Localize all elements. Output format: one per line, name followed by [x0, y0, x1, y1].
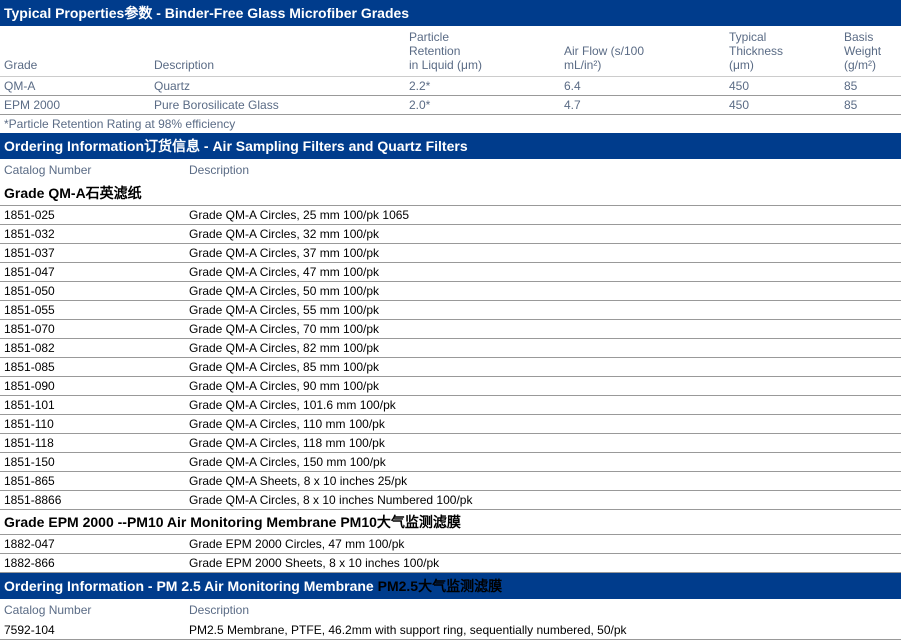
- col-odescription: Description: [185, 161, 901, 179]
- col-basis: Basis Weight (g/m²): [840, 28, 900, 74]
- order-row: 1851-090Grade QM-A Circles, 90 mm 100/pk: [0, 377, 901, 396]
- col-catalog2: Catalog Number: [0, 601, 185, 619]
- cell-catalog: 1851-070: [0, 320, 185, 338]
- order-row: 1851-150Grade QM-A Circles, 150 mm 100/p…: [0, 453, 901, 472]
- cell-catalog: 1851-118: [0, 434, 185, 452]
- cell-catalog: 1851-047: [0, 263, 185, 281]
- order-row: 1882-047Grade EPM 2000 Circles, 47 mm 10…: [0, 535, 901, 554]
- ordering2-column-headers: Catalog Number Description: [0, 599, 901, 621]
- cell-catalog: 1851-025: [0, 206, 185, 224]
- cell-basis: 85: [840, 77, 900, 95]
- order-row: 1851-082Grade QM-A Circles, 82 mm 100/pk: [0, 339, 901, 358]
- cell-catalog: 1882-047: [0, 535, 185, 553]
- order-row: 1851-047Grade QM-A Circles, 47 mm 100/pk: [0, 263, 901, 282]
- cell-catalog: 1851-085: [0, 358, 185, 376]
- ordering2-section-header: Ordering Information - PM 2.5 Air Monito…: [0, 573, 901, 599]
- group-header: Grade QM-A石英滤纸: [0, 181, 901, 206]
- order-row: 7592-104PM2.5 Membrane, PTFE, 46.2mm wit…: [0, 621, 901, 640]
- cell-description: Grade EPM 2000 Sheets, 8 x 10 inches 100…: [185, 554, 901, 572]
- order-row: 1851-025Grade QM-A Circles, 25 mm 100/pk…: [0, 206, 901, 225]
- cell-description: Grade QM-A Circles, 47 mm 100/pk: [185, 263, 901, 281]
- ordering1-title: Ordering Information订货信息 - Air Sampling …: [4, 138, 468, 154]
- properties-section-header: Typical Properties参数 - Binder-Free Glass…: [0, 0, 901, 26]
- col-airflow: Air Flow (s/100 mL/in²): [560, 42, 725, 74]
- col-description: Description: [150, 56, 405, 74]
- col-particle: Particle Retention in Liquid (μm): [405, 28, 560, 74]
- order-row: 1851-085Grade QM-A Circles, 85 mm 100/pk: [0, 358, 901, 377]
- cell-catalog: 1851-8866: [0, 491, 185, 509]
- cell-description: PM2.5 Membrane, PTFE, 46.2mm with suppor…: [185, 621, 901, 639]
- cell-catalog: 7592-104: [0, 621, 185, 639]
- cell-catalog: 1851-037: [0, 244, 185, 262]
- cell-description: Grade QM-A Circles, 37 mm 100/pk: [185, 244, 901, 262]
- cell-description: Grade QM-A Circles, 25 mm 100/pk 1065: [185, 206, 901, 224]
- cell-description: Grade QM-A Circles, 32 mm 100/pk: [185, 225, 901, 243]
- cell-particle: 2.0*: [405, 96, 560, 114]
- ordering2-title-white: Ordering Information - PM 2.5 Air Monito…: [4, 578, 378, 594]
- cell-catalog: 1851-032: [0, 225, 185, 243]
- cell-description: Quartz: [150, 77, 405, 95]
- cell-particle: 2.2*: [405, 77, 560, 95]
- group-header: Grade EPM 2000 --PM10 Air Monitoring Mem…: [0, 510, 901, 535]
- cell-description: Grade QM-A Circles, 150 mm 100/pk: [185, 453, 901, 471]
- cell-description: Grade EPM 2000 Circles, 47 mm 100/pk: [185, 535, 901, 553]
- cell-catalog: 1851-110: [0, 415, 185, 433]
- properties-footnote: *Particle Retention Rating at 98% effici…: [0, 115, 901, 133]
- order-row: 1851-032Grade QM-A Circles, 32 mm 100/pk: [0, 225, 901, 244]
- cell-grade: QM-A: [0, 77, 150, 95]
- order-row: 1851-110Grade QM-A Circles, 110 mm 100/p…: [0, 415, 901, 434]
- order-row: 1882-866Grade EPM 2000 Sheets, 8 x 10 in…: [0, 554, 901, 573]
- order-row: 1851-118Grade QM-A Circles, 118 mm 100/p…: [0, 434, 901, 453]
- col-grade: Grade: [0, 56, 150, 74]
- cell-catalog: 1851-865: [0, 472, 185, 490]
- col-catalog: Catalog Number: [0, 161, 185, 179]
- order-row: 1851-865Grade QM-A Sheets, 8 x 10 inches…: [0, 472, 901, 491]
- cell-thickness: 450: [725, 77, 840, 95]
- properties-row: EPM 2000Pure Borosilicate Glass2.0*4.745…: [0, 96, 901, 115]
- cell-description: Grade QM-A Circles, 55 mm 100/pk: [185, 301, 901, 319]
- cell-description: Grade QM-A Circles, 110 mm 100/pk: [185, 415, 901, 433]
- order-row: 1851-037Grade QM-A Circles, 37 mm 100/pk: [0, 244, 901, 263]
- properties-title: Typical Properties参数 - Binder-Free Glass…: [4, 5, 409, 21]
- cell-description: Grade QM-A Circles, 90 mm 100/pk: [185, 377, 901, 395]
- cell-catalog: 1851-055: [0, 301, 185, 319]
- order-row: 1851-101Grade QM-A Circles, 101.6 mm 100…: [0, 396, 901, 415]
- order-row: 1851-8866Grade QM-A Circles, 8 x 10 inch…: [0, 491, 901, 510]
- col-thickness: Typical Thickness (μm): [725, 28, 840, 74]
- cell-description: Pure Borosilicate Glass: [150, 96, 405, 114]
- cell-airflow: 6.4: [560, 77, 725, 95]
- cell-catalog: 1851-050: [0, 282, 185, 300]
- properties-row: QM-AQuartz2.2*6.445085: [0, 77, 901, 96]
- ordering2-title-suffix: PM2.5大气监测滤膜: [378, 578, 502, 594]
- order-row: 1851-070Grade QM-A Circles, 70 mm 100/pk: [0, 320, 901, 339]
- cell-catalog: 1851-082: [0, 339, 185, 357]
- cell-catalog: 1882-866: [0, 554, 185, 572]
- cell-description: Grade QM-A Circles, 70 mm 100/pk: [185, 320, 901, 338]
- order-row: 1851-050Grade QM-A Circles, 50 mm 100/pk: [0, 282, 901, 301]
- cell-thickness: 450: [725, 96, 840, 114]
- cell-description: Grade QM-A Circles, 8 x 10 inches Number…: [185, 491, 901, 509]
- ordering1-column-headers: Catalog Number Description: [0, 159, 901, 181]
- cell-description: Grade QM-A Circles, 50 mm 100/pk: [185, 282, 901, 300]
- properties-column-headers: Grade Description Particle Retention in …: [0, 26, 901, 77]
- col-odescription2: Description: [185, 601, 901, 619]
- order-row: 1851-055Grade QM-A Circles, 55 mm 100/pk: [0, 301, 901, 320]
- cell-description: Grade QM-A Circles, 82 mm 100/pk: [185, 339, 901, 357]
- cell-description: Grade QM-A Sheets, 8 x 10 inches 25/pk: [185, 472, 901, 490]
- cell-description: Grade QM-A Circles, 101.6 mm 100/pk: [185, 396, 901, 414]
- cell-catalog: 1851-090: [0, 377, 185, 395]
- cell-catalog: 1851-150: [0, 453, 185, 471]
- ordering1-section-header: Ordering Information订货信息 - Air Sampling …: [0, 133, 901, 159]
- cell-airflow: 4.7: [560, 96, 725, 114]
- cell-basis: 85: [840, 96, 900, 114]
- cell-catalog: 1851-101: [0, 396, 185, 414]
- cell-grade: EPM 2000: [0, 96, 150, 114]
- cell-description: Grade QM-A Circles, 118 mm 100/pk: [185, 434, 901, 452]
- cell-description: Grade QM-A Circles, 85 mm 100/pk: [185, 358, 901, 376]
